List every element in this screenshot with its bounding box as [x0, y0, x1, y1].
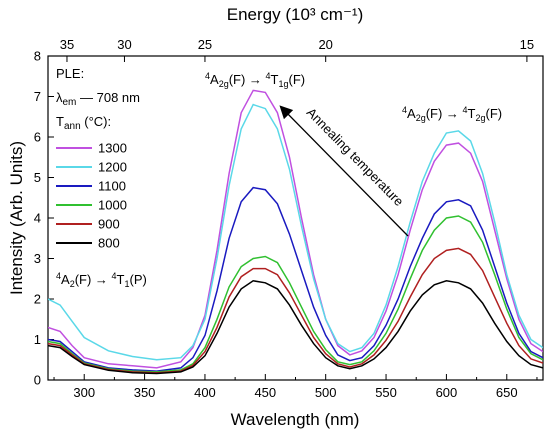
peak2-a: A: [407, 106, 416, 121]
y-tick-label: 3: [34, 251, 41, 266]
legend-label-1300: 1300: [98, 141, 127, 156]
y-axis-title: Intensity (Arb. Units): [7, 141, 26, 295]
peak3-pre: 4: [56, 271, 61, 281]
y-tick-label: 8: [34, 49, 41, 64]
peak2-t-sup: 4: [463, 105, 468, 115]
annealing-arrow-label: Annealing temperature: [304, 105, 407, 209]
peak3-t-sub: 1: [125, 279, 130, 289]
peak1-mid: (F) →: [229, 72, 266, 87]
legend-label-1100: 1100: [98, 179, 126, 194]
x-tick-label: 450: [254, 385, 276, 400]
peak3-end: (P): [130, 272, 147, 287]
peak3-a: A: [61, 272, 70, 287]
peak1-t-sub: 1g: [279, 79, 289, 89]
peak2-pre: 4: [402, 105, 407, 115]
y-tick-label: 2: [34, 292, 41, 307]
series-lines: [48, 89, 543, 375]
x-tick-label: 400: [194, 385, 216, 400]
x-tick-label: 650: [496, 385, 518, 400]
top-axis-title: Energy (10³ cm⁻¹): [227, 5, 364, 24]
peak2-mid: (F) →: [426, 106, 463, 121]
series-line-1300: [48, 89, 543, 369]
y-tick-label: 0: [34, 373, 41, 388]
peak1-t: T: [271, 72, 279, 87]
peak2-end: (F): [486, 106, 503, 121]
peak3-t: T: [117, 272, 125, 287]
x-tick-label: 550: [375, 385, 397, 400]
legend-header-ple: PLE:: [56, 66, 84, 81]
x-tick-label: 600: [436, 385, 458, 400]
peak2-t: T: [468, 106, 476, 121]
lambda-value: — 708 nm: [76, 90, 140, 105]
peak3-a-sub: 2: [70, 279, 75, 289]
peak1-end: (F): [289, 72, 306, 87]
peak3-label: 4A2(F) → 4T1(P): [56, 271, 147, 289]
lambda-sub: em: [63, 97, 77, 108]
top-tick-label: 25: [198, 37, 212, 52]
legend-label-1000: 1000: [98, 198, 127, 213]
peak2-a-sub: 2g: [416, 113, 426, 123]
x-tick-label: 500: [315, 385, 337, 400]
legend-label-1200: 1200: [98, 160, 127, 175]
peak3-mid: (F) →: [75, 272, 112, 287]
peak1-a: A: [210, 72, 219, 87]
y-tick-label: 6: [34, 130, 41, 145]
top-tick-label: 15: [520, 37, 534, 52]
top-tick-label: 20: [318, 37, 332, 52]
y-tick-label: 4: [34, 211, 41, 226]
lambda-symbol: λ: [56, 90, 63, 105]
peak3-t-sup: 4: [112, 271, 117, 281]
peak1-t-sup: 4: [266, 71, 271, 81]
legend-label-900: 900: [98, 217, 120, 232]
peak2-t-sub: 2g: [476, 113, 486, 123]
y-axis-ticks: 0 1 2 3 4 5 6 7 8: [34, 49, 54, 388]
series-line-900: [48, 247, 543, 374]
series-line-1200: [48, 103, 543, 361]
series-line-1000: [48, 215, 543, 373]
annealing-arrow: [279, 105, 409, 237]
legend-tann-line: Tann (°C):: [56, 114, 111, 132]
y-tick-label: 7: [34, 89, 41, 104]
x-axis-ticks: 300 350 400 450 500 550 600 650: [53, 374, 538, 400]
tann-symbol: T: [56, 114, 64, 129]
top-axis-ticks: 35 30 25 20 15: [60, 37, 534, 62]
legend-label-800: 800: [98, 236, 120, 251]
top-tick-label: 35: [60, 37, 74, 52]
top-tick-label: 30: [117, 37, 131, 52]
legend-entries: 1300 1200 1100 1000 900 800: [56, 141, 127, 251]
legend-lambda-line: λem — 708 nm: [56, 90, 140, 108]
peak1-label: 4A2g(F) → 4T1g(F): [205, 71, 305, 89]
y-tick-label: 5: [34, 170, 41, 185]
series-line-1100: [48, 186, 543, 372]
x-tick-label: 300: [73, 385, 95, 400]
tann-unit: (°C):: [81, 114, 111, 129]
y-tick-label: 1: [34, 332, 41, 347]
peak1-a-sub: 2g: [219, 79, 229, 89]
tann-sub: ann: [64, 121, 81, 132]
series-line-800: [48, 280, 543, 375]
peak1-pre: 4: [205, 71, 210, 81]
peak2-label: 4A2g(F) → 4T2g(F): [402, 105, 502, 123]
x-tick-label: 350: [134, 385, 156, 400]
x-axis-title: Wavelength (nm): [231, 410, 360, 429]
